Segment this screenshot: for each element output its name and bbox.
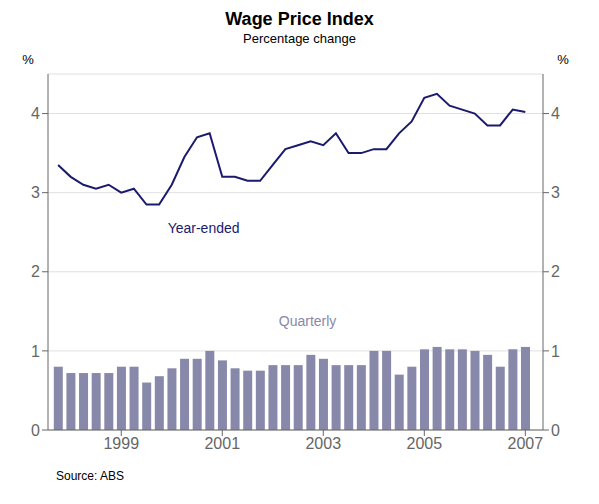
svg-text:3: 3 — [551, 184, 560, 201]
html-text:Wage Price Index: Wage Price Index — [225, 9, 374, 29]
html-text:Percentage change: Percentage change — [243, 31, 356, 46]
svg-text:1: 1 — [551, 343, 560, 360]
svg-text:4: 4 — [551, 105, 560, 122]
svg-text:2007: 2007 — [508, 435, 544, 452]
svg-text:2003: 2003 — [305, 435, 341, 452]
svg-text:%: % — [22, 52, 34, 67]
svg-text:1999: 1999 — [103, 435, 139, 452]
svg-text:2: 2 — [31, 263, 40, 280]
svg-text:4: 4 — [31, 105, 40, 122]
svg-text:3: 3 — [31, 184, 40, 201]
svg-text:Quarterly: Quarterly — [279, 313, 337, 329]
svg-text:0: 0 — [31, 422, 40, 439]
svg-text:2001: 2001 — [204, 435, 240, 452]
svg-text:Year-ended: Year-ended — [168, 220, 240, 236]
svg-text:2005: 2005 — [407, 435, 443, 452]
svg-text:%: % — [557, 52, 569, 67]
html-text:Source: ABS: Source: ABS — [56, 469, 124, 483]
svg-text:0: 0 — [551, 422, 560, 439]
svg-text:2: 2 — [551, 263, 560, 280]
svg-text:1: 1 — [31, 343, 40, 360]
